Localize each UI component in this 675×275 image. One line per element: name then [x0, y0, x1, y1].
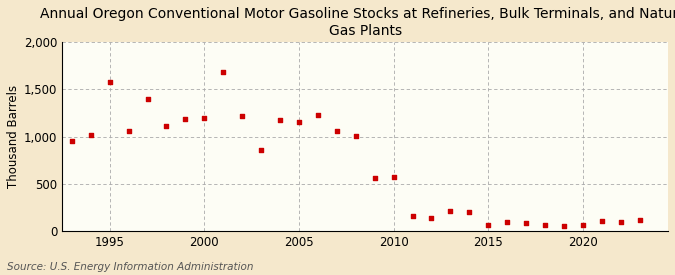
Point: [539, 223, 550, 227]
Point: [124, 129, 134, 133]
Point: [597, 218, 608, 223]
Point: [256, 148, 267, 152]
Point: [350, 133, 361, 138]
Point: [502, 219, 512, 224]
Point: [237, 114, 248, 118]
Point: [199, 116, 210, 120]
Point: [369, 176, 380, 180]
Point: [180, 116, 191, 121]
Point: [275, 117, 286, 122]
Point: [426, 216, 437, 220]
Title: Annual Oregon Conventional Motor Gasoline Stocks at Refineries, Bulk Terminals, : Annual Oregon Conventional Motor Gasolin…: [40, 7, 675, 38]
Point: [558, 224, 569, 229]
Point: [66, 139, 77, 144]
Point: [520, 221, 531, 226]
Point: [464, 210, 475, 214]
Point: [142, 97, 153, 101]
Point: [616, 220, 626, 225]
Point: [294, 120, 304, 125]
Point: [445, 209, 456, 213]
Point: [388, 175, 399, 179]
Y-axis label: Thousand Barrels: Thousand Barrels: [7, 85, 20, 188]
Point: [634, 218, 645, 222]
Text: Source: U.S. Energy Information Administration: Source: U.S. Energy Information Administ…: [7, 262, 253, 272]
Point: [331, 129, 342, 133]
Point: [483, 222, 493, 227]
Point: [313, 113, 323, 117]
Point: [161, 124, 172, 128]
Point: [85, 133, 96, 137]
Point: [578, 222, 589, 227]
Point: [218, 70, 229, 75]
Point: [407, 214, 418, 218]
Point: [104, 80, 115, 84]
